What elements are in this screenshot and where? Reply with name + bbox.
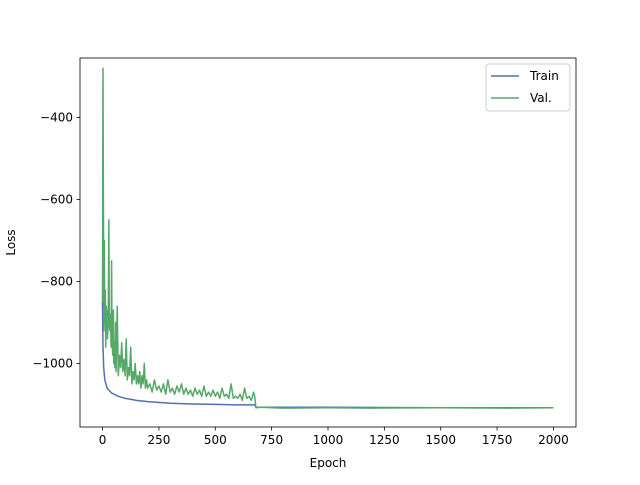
axes-frame [79,57,577,428]
y-tick-label: −400 [40,110,73,124]
x-tick-label: 0 [99,433,107,447]
legend: Train Val. [485,63,571,112]
x-tick-label: 1000 [313,433,344,447]
y-tick-label: −600 [40,192,73,206]
x-tick-label: 250 [147,433,170,447]
series-layer [101,67,554,409]
series-line-val [101,67,554,409]
x-axis-ticks: 0 250 500 750 1000 1250 1500 1750 2000 [99,427,569,447]
legend-entries: Train Val. [491,69,559,105]
x-tick-label: 500 [204,433,227,447]
x-tick-label: 1500 [425,433,456,447]
x-axis-label: Epoch [310,456,347,470]
plot-area [79,57,577,428]
x-tick-label: 750 [260,433,283,447]
y-tick-label: −1000 [32,356,73,370]
y-tick-label: −800 [40,274,73,288]
legend-label: Train [529,69,559,83]
legend-label: Val. [530,91,552,105]
y-axis-ticks: −1000 −800 −600 −400 [32,110,80,370]
x-tick-label: 2000 [538,433,569,447]
y-axis-label: Loss [4,229,18,255]
x-tick-label: 1750 [482,433,513,447]
x-tick-label: 1250 [369,433,400,447]
